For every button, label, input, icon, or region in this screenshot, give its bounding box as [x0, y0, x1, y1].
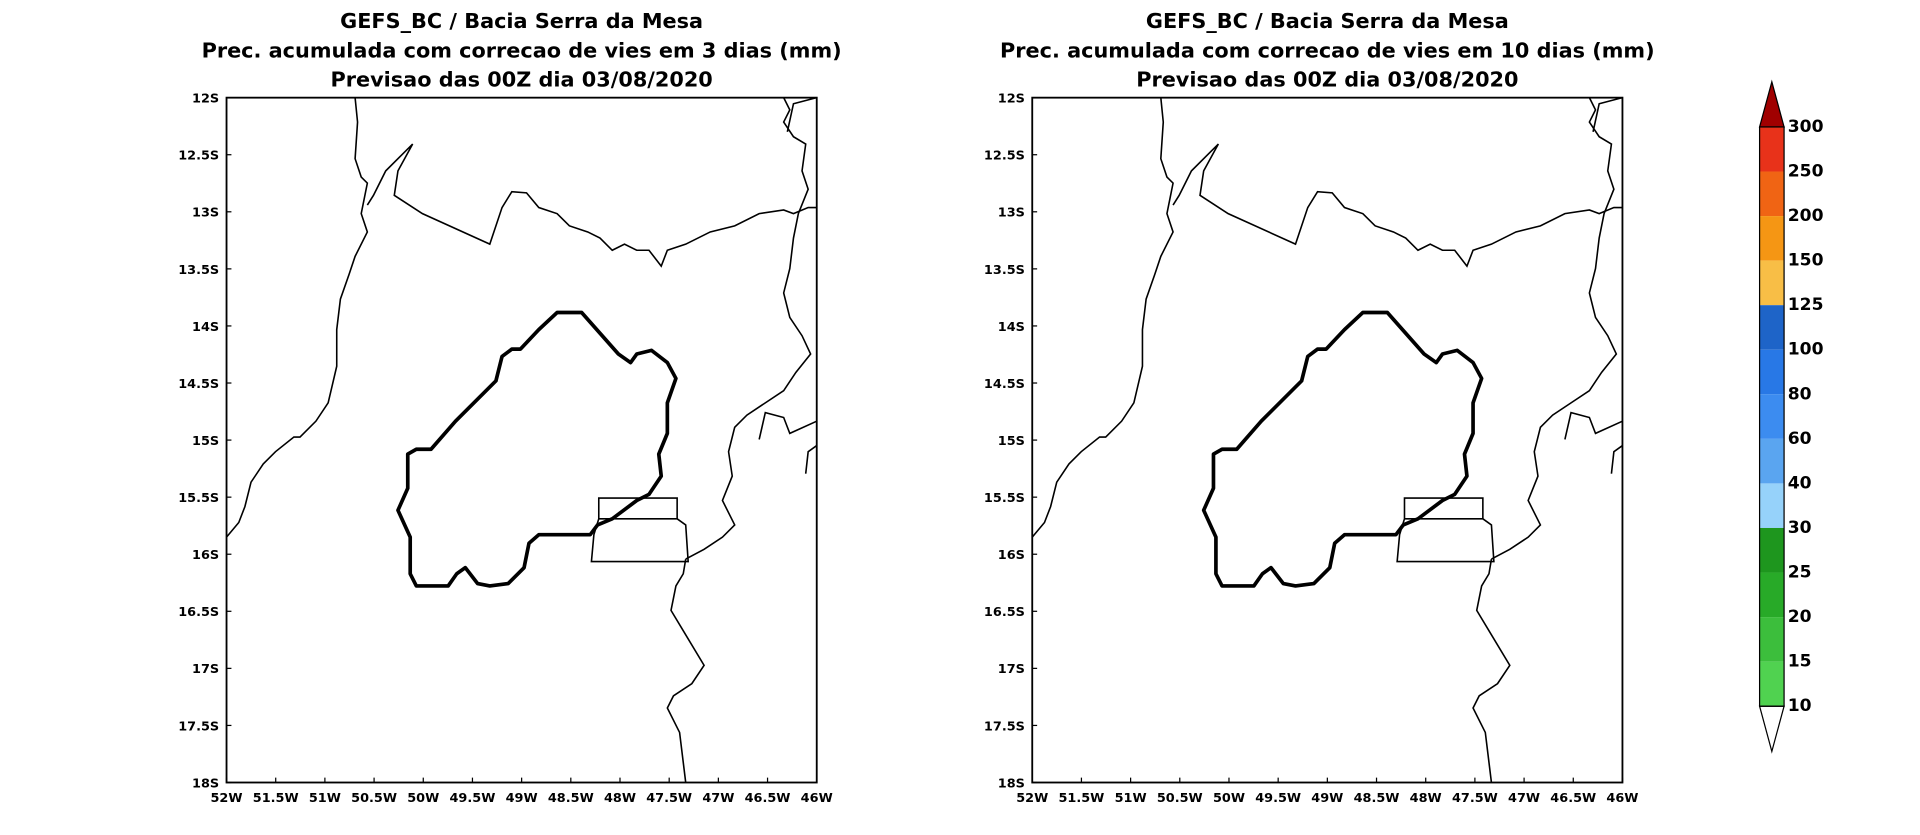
colorbar-label: 20 [1788, 607, 1812, 627]
panel-title: Prec. acumulada com correcao de vies em … [1000, 38, 1655, 62]
colorbar-segment [1759, 617, 1785, 662]
colorbar-segment [1759, 126, 1785, 172]
colorbar-label: 15 [1788, 652, 1812, 672]
colorbar-segment [1759, 438, 1785, 484]
panel-title: GEFS_BC / Bacia Serra da Mesa [340, 9, 703, 33]
colorbar-label: 300 [1788, 117, 1824, 137]
lon-label: 49W [1311, 791, 1343, 806]
colorbar-segment [1759, 171, 1785, 217]
colorbar-label: 40 [1788, 473, 1812, 493]
colorbar-frame [1758, 126, 1785, 707]
colorbar-label: 200 [1788, 206, 1824, 226]
lat-label: 15S [998, 434, 1025, 449]
colorbar-label: 30 [1788, 518, 1812, 538]
lon-label: 49W [506, 791, 538, 806]
lon-label: 51.5W [253, 791, 299, 806]
colorbar-segment [1759, 527, 1785, 573]
lon-label: 50W [1213, 791, 1245, 806]
lon-label: 51.5W [1058, 791, 1104, 806]
lat-label: 17.5S [984, 719, 1025, 734]
lon-label: 46W [801, 791, 833, 806]
lat-label: 16.5S [984, 605, 1025, 620]
lon-label: 52W [1016, 791, 1048, 806]
lat-label: 16.5S [178, 605, 219, 620]
lat-label: 15.5S [178, 491, 219, 506]
lon-label: 50.5W [351, 791, 397, 806]
lat-label: 12.5S [984, 149, 1025, 164]
lat-label: 16S [192, 548, 219, 563]
lon-label: 49.5W [450, 791, 496, 806]
colorbar-label: 60 [1788, 429, 1812, 449]
lat-label: 15S [192, 434, 219, 449]
lat-label: 14S [192, 320, 219, 335]
lon-label: 48.5W [548, 791, 594, 806]
lon-label: 48W [1410, 791, 1442, 806]
lon-label: 51W [1115, 791, 1147, 806]
lat-label: 17S [192, 662, 219, 677]
lon-label: 47W [1508, 791, 1540, 806]
colorbar-label: 80 [1788, 384, 1812, 404]
lon-label: 52W [210, 791, 242, 806]
colorbar-label: 10 [1788, 696, 1812, 716]
lat-label: 12.5S [178, 149, 219, 164]
lat-label: 15.5S [984, 491, 1025, 506]
lon-label: 48.5W [1354, 791, 1400, 806]
lat-label: 16S [998, 548, 1025, 563]
lat-label: 14S [998, 320, 1025, 335]
colorbar-segment [1759, 394, 1785, 439]
lon-label: 47.5W [1452, 791, 1498, 806]
lat-label: 18S [998, 776, 1025, 791]
panel-title: Prec. acumulada com correcao de vies em … [202, 38, 842, 62]
colorbar-segment [1759, 260, 1785, 306]
lon-label: 47.5W [646, 791, 692, 806]
colorbar-segment [1759, 572, 1785, 618]
colorbar-segment [1759, 483, 1785, 528]
lat-label: 12S [998, 92, 1025, 107]
map-right [1030, 95, 1625, 785]
lon-label: 49.5W [1255, 791, 1301, 806]
colorbar-top [1758, 79, 1785, 128]
lat-label: 13.5S [984, 263, 1025, 278]
lat-label: 17.5S [178, 719, 219, 734]
colorbar-segment [1759, 661, 1785, 707]
lon-label: 46.5W [1550, 791, 1596, 806]
panel-title: Previsao das 00Z dia 03/08/2020 [330, 68, 712, 92]
lat-label: 17S [998, 662, 1025, 677]
lat-label: 14.5S [984, 377, 1025, 392]
lat-label: 12S [192, 92, 219, 107]
lat-label: 13.5S [178, 263, 219, 278]
colorbar-bottom [1758, 705, 1785, 754]
lon-label: 46.5W [745, 791, 791, 806]
lon-label: 50W [407, 791, 439, 806]
lat-label: 13S [192, 206, 219, 221]
panel-title: GEFS_BC / Bacia Serra da Mesa [1146, 9, 1509, 33]
map-left [224, 95, 819, 785]
lat-label: 18S [192, 776, 219, 791]
colorbar-label: 150 [1788, 251, 1824, 271]
lon-label: 51W [309, 791, 341, 806]
colorbar-segment [1759, 305, 1785, 350]
colorbar-segment [1759, 349, 1785, 395]
lat-label: 14.5S [178, 377, 219, 392]
lon-label: 47W [702, 791, 734, 806]
colorbar-label: 25 [1788, 563, 1812, 583]
lon-label: 48W [604, 791, 636, 806]
colorbar-label: 100 [1788, 340, 1824, 360]
lon-label: 46W [1606, 791, 1638, 806]
colorbar-label: 250 [1788, 162, 1824, 182]
lon-label: 50.5W [1157, 791, 1203, 806]
panel-title: Previsao das 00Z dia 03/08/2020 [1136, 68, 1518, 92]
colorbar-label: 125 [1788, 295, 1824, 315]
lat-label: 13S [998, 206, 1025, 221]
colorbar-segment [1759, 216, 1785, 261]
